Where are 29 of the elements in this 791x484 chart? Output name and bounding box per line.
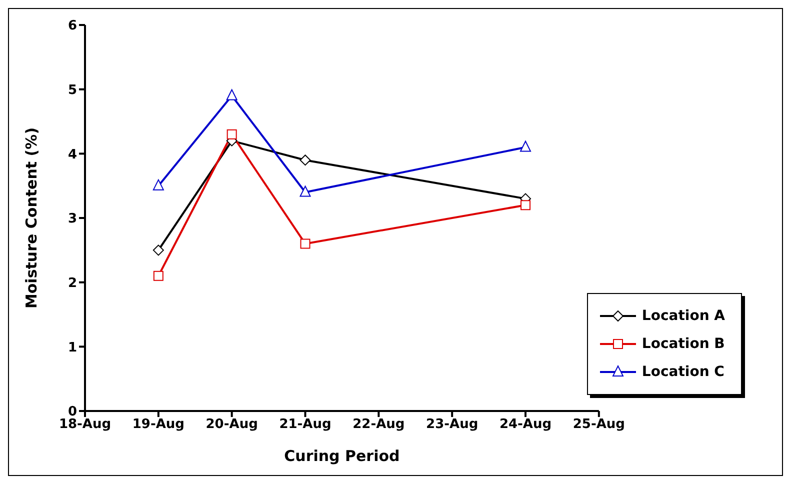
point <box>520 200 531 210</box>
point <box>300 238 310 249</box>
x-tick-label: 18-Aug <box>58 417 112 432</box>
point <box>226 129 237 140</box>
point <box>152 179 164 190</box>
point <box>300 186 311 197</box>
x-tick-label: 20-Aug <box>206 417 258 432</box>
legend-label: Location B <box>642 336 725 352</box>
point <box>152 244 164 256</box>
x-tick-label: 25-Aug <box>572 417 625 432</box>
point <box>153 270 164 281</box>
legend-label: Location C <box>642 364 724 380</box>
y-tick-label: 2 <box>68 276 77 291</box>
point <box>520 140 532 152</box>
legend-label: Location A <box>642 308 725 324</box>
x-tick-label: 19-Aug <box>132 417 184 432</box>
y-tick-label: 6 <box>68 18 77 34</box>
x-tick-label: 23-Aug <box>426 417 478 432</box>
point <box>226 89 238 100</box>
x-tick-label: 24-Aug <box>499 417 552 432</box>
y-tick-label: 4 <box>68 147 77 162</box>
point <box>300 154 311 166</box>
y-axis-title: Moisture Content (%) <box>22 127 40 309</box>
y-tick-label: 3 <box>68 212 77 227</box>
x-axis-title: Curing Period <box>284 447 400 465</box>
y-tick-label: 5 <box>68 82 77 98</box>
x-tick-label: 21-Aug <box>279 417 332 432</box>
x-tick-label: 22-Aug <box>352 417 405 432</box>
y-tick-label: 1 <box>68 340 77 356</box>
